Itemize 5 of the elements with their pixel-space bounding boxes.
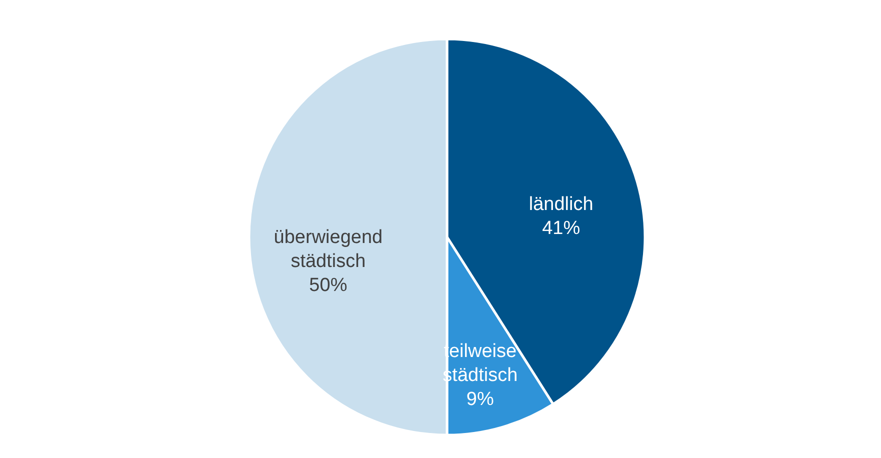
slice-label: überwiegend städtisch — [274, 227, 383, 272]
data-label: 9% — [466, 389, 494, 410]
slice-label: ländlich — [528, 194, 594, 215]
data-label: 41% — [542, 218, 580, 239]
data-label: 50% — [309, 275, 348, 296]
